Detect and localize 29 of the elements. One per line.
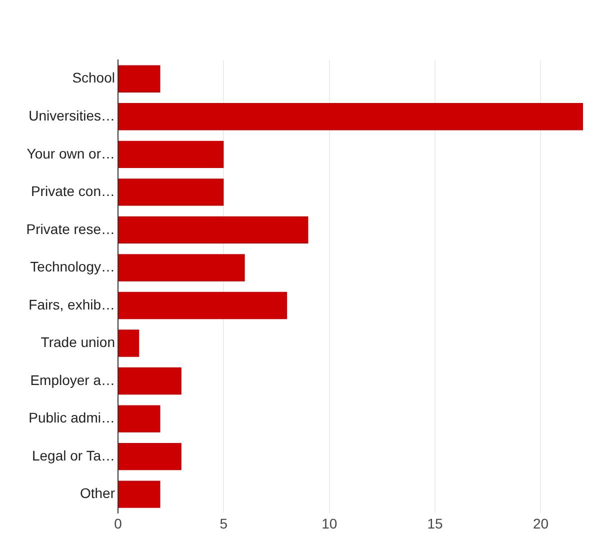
y-tick-label: Other <box>80 485 116 502</box>
bar <box>118 65 160 92</box>
y-tick-label: Universities… <box>28 108 115 124</box>
x-tick-label: 20 <box>532 515 549 532</box>
y-tick-label: School <box>72 70 115 86</box>
bar <box>118 140 224 168</box>
x-tick-label: 15 <box>427 515 444 532</box>
bar <box>118 367 182 395</box>
bar <box>118 292 288 320</box>
y-tick-label: Technology… <box>30 258 115 275</box>
bar <box>118 442 182 470</box>
bar <box>118 405 160 432</box>
y-tick-label: Public admi… <box>28 410 115 426</box>
x-tick-label: 0 <box>114 515 122 532</box>
bar <box>118 103 583 130</box>
bar <box>118 330 140 357</box>
y-tick-label: Private rese… <box>26 220 115 237</box>
x-tick-label: 5 <box>220 515 228 532</box>
bar <box>118 178 224 206</box>
bar <box>118 254 245 282</box>
bar <box>118 480 160 508</box>
y-tick-label: Private con… <box>30 183 115 200</box>
x-tick-label: 10 <box>322 515 338 532</box>
y-tick-label: Trade union <box>40 334 115 350</box>
y-tick-label: Employer a… <box>30 372 115 388</box>
y-tick-label: Legal or Ta… <box>32 447 115 464</box>
y-tick-label: Your own or… <box>26 145 115 162</box>
bar <box>118 216 308 244</box>
y-tick-label: Fairs, exhib… <box>28 296 115 312</box>
